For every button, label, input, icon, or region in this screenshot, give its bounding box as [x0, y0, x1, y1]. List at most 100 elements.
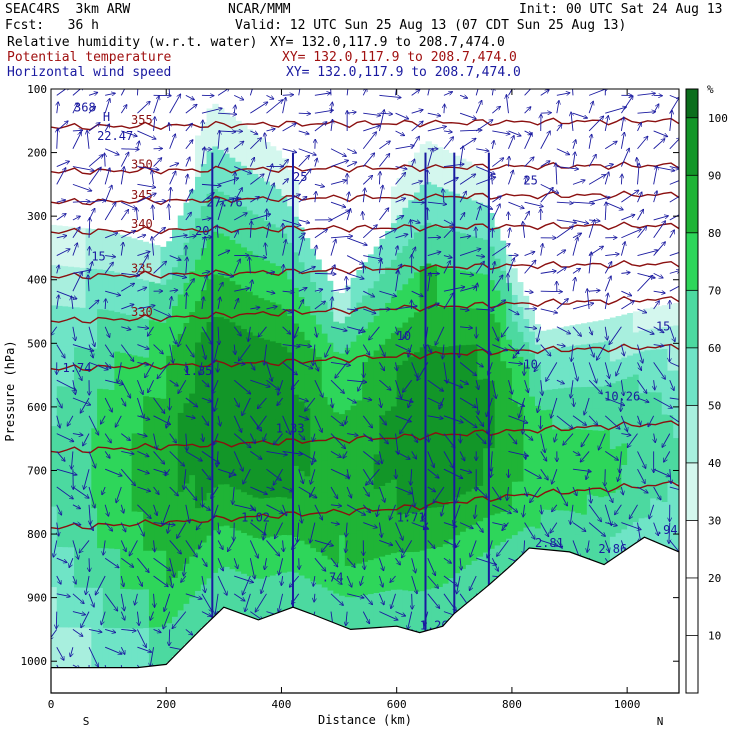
wind-arrow: [104, 168, 110, 185]
rh-cell: [529, 353, 536, 376]
rh-cell: [189, 556, 196, 598]
rh-cell: [563, 387, 571, 409]
rh-cell: [91, 348, 98, 390]
rh-cell: [523, 434, 530, 459]
wind-arrow: [56, 468, 77, 475]
wind-arrow: [72, 166, 94, 171]
wind-arrow: [470, 540, 477, 557]
rh-cell: [160, 550, 167, 590]
rh-cell: [413, 591, 421, 633]
rh-cell: [413, 232, 421, 273]
rh-cell: [137, 356, 144, 396]
rh-cell: [563, 346, 571, 368]
wind-arrow: [56, 575, 61, 584]
rh-cell: [604, 451, 611, 475]
wind-arrow: [330, 505, 342, 506]
rh-cell: [298, 297, 306, 333]
rh-cell: [166, 470, 173, 510]
rh-cell: [327, 404, 334, 437]
rh-cell: [91, 268, 98, 310]
rh-cell: [120, 392, 127, 433]
wind-arrow: [379, 539, 392, 545]
rh-cell: [298, 227, 306, 263]
wind-arrow: [56, 214, 66, 221]
wind-arrow: [395, 130, 405, 136]
rh-cell: [333, 412, 340, 444]
rh-cell: [644, 392, 651, 414]
wind-arrow: [72, 130, 83, 131]
rh-cell: [592, 452, 599, 475]
rh-cell: [546, 329, 553, 351]
wind-arrow: [137, 504, 151, 519]
wind-arrow: [330, 557, 338, 567]
rh-cell: [275, 419, 283, 460]
colorbar-tick-label: 20: [708, 572, 721, 585]
rh-cell: [223, 112, 231, 155]
rh-cell: [586, 451, 594, 474]
rh-cell: [575, 345, 582, 367]
wind-arrow: [121, 450, 134, 454]
rh-cell: [344, 254, 352, 287]
rh-cell: [85, 467, 92, 509]
wind-arrow: [86, 575, 90, 595]
rh-cell: [137, 317, 144, 358]
rh-cell: [195, 342, 202, 385]
wind-arrow: [164, 593, 171, 612]
rh-cell: [598, 364, 605, 388]
rh-cell: [125, 550, 133, 590]
wind-arrow: [266, 306, 277, 308]
wind-arrow: [669, 180, 679, 185]
rh-cell: [120, 628, 127, 669]
rh-cell: [206, 151, 213, 195]
rh-cell: [235, 202, 242, 245]
rh-cell: [327, 590, 334, 623]
wind-arrow: [57, 522, 59, 536]
rh-cell: [166, 585, 173, 624]
wind-arrow: [669, 285, 679, 292]
header-fcst: Fcst: 36 h: [5, 18, 99, 33]
rh-cell: [195, 383, 202, 426]
x-tick-label: 0: [48, 698, 55, 711]
rh-cell: [218, 442, 225, 486]
wind-arrow: [508, 136, 514, 149]
rh-cell: [241, 492, 248, 534]
wind-arrow: [104, 202, 116, 221]
rh-cell: [269, 341, 277, 382]
rh-cell: [563, 408, 571, 430]
wind-arrow: [218, 297, 220, 310]
rh-cell: [269, 146, 277, 186]
wind-arrow: [120, 344, 133, 362]
rh-cell: [97, 468, 104, 509]
wind-arrow: [250, 214, 270, 221]
wind-arrow: [185, 140, 193, 150]
wind-arrow: [491, 174, 492, 185]
rh-cell: [56, 506, 64, 548]
rh-cell: [223, 566, 231, 609]
wind-arrow: [88, 593, 94, 607]
wind-arrow: [137, 362, 148, 365]
rh-cell: [189, 393, 196, 435]
wind-arrow: [347, 434, 358, 436]
rh-cell: [546, 389, 553, 411]
wind-arrow: [185, 212, 191, 221]
rh-cell: [131, 355, 139, 396]
wind-arrow: [56, 415, 60, 428]
wind-arrow: [459, 95, 467, 98]
rh-cell: [540, 430, 548, 451]
wind-arrow: [427, 379, 444, 391]
rh-cell: [74, 267, 81, 308]
rh-cell: [367, 458, 375, 493]
wind-arrow: [233, 298, 238, 310]
rh-cell: [287, 352, 294, 390]
rh-cell: [448, 152, 455, 193]
rh-cell: [252, 497, 260, 539]
wind-arrow: [314, 539, 333, 545]
rh-cell: [269, 302, 277, 342]
rh-cell: [367, 526, 375, 561]
rh-cell: [114, 470, 121, 511]
wind-arrow: [153, 629, 162, 632]
wind-arrow: [153, 557, 171, 571]
wind-arrow: [552, 469, 558, 484]
wind-arrow: [412, 593, 413, 609]
wind-arrow: [202, 433, 203, 442]
